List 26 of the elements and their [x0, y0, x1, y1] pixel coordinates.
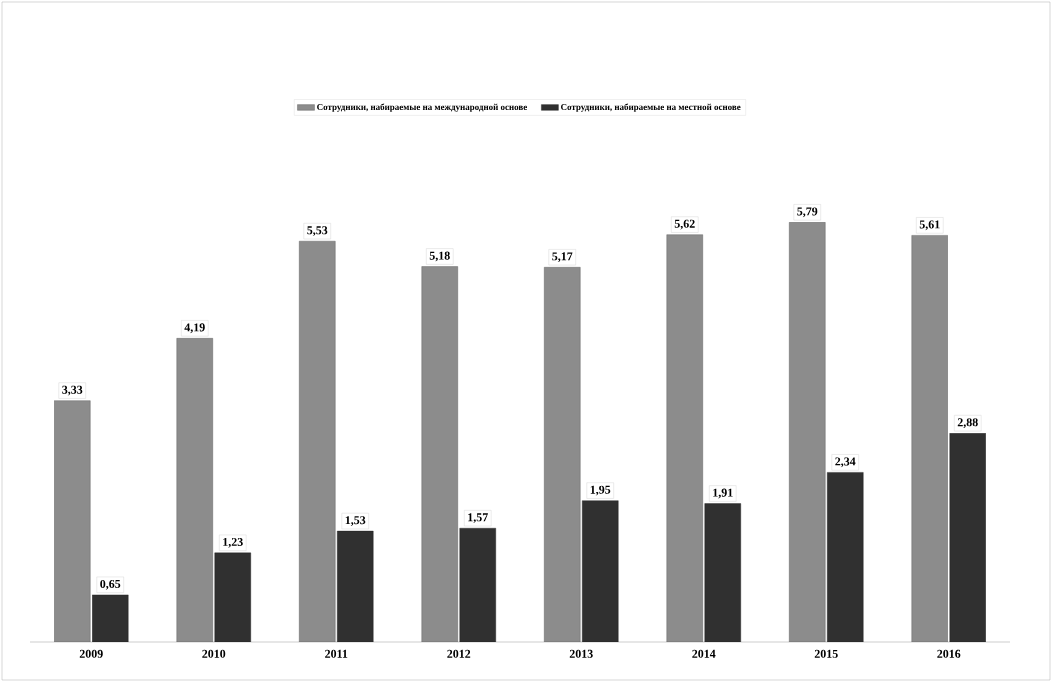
data-label: 1,53	[345, 516, 366, 526]
x-tick-label: 2012	[447, 649, 471, 658]
legend-label: Сотрудники, набираемые на местной основе	[561, 103, 741, 112]
data-label: 1,23	[223, 537, 243, 548]
data-label: 1,57	[468, 513, 488, 524]
x-tick-label: 2010	[202, 649, 226, 658]
x-tick-label: 2009	[79, 649, 103, 658]
data-label: 5,79	[797, 207, 818, 218]
data-label: 2,88	[957, 418, 978, 429]
data-label: 1,95	[590, 485, 611, 496]
data-label: 5,53	[307, 226, 328, 237]
data-label: 3,33	[62, 385, 83, 396]
data-label: 5,62	[674, 219, 695, 230]
data-label: 2,34	[835, 457, 856, 468]
data-label: 5,61	[919, 220, 940, 231]
x-tick-label: 2015	[814, 649, 838, 658]
data-label: 4,19	[184, 323, 205, 334]
x-tick-label: 2013	[569, 649, 593, 658]
x-tick-label: 2011	[325, 649, 348, 658]
data-label: 5,17	[552, 252, 573, 263]
legend-label: Сотрудники, набираемые на международной основе	[317, 103, 527, 112]
data-label: 1,91	[713, 488, 733, 499]
x-tick-label: 2016	[937, 649, 961, 658]
x-tick-label: 2014	[692, 649, 716, 658]
data-label: 5,18	[429, 251, 450, 262]
data-label: 0,65	[100, 579, 121, 590]
